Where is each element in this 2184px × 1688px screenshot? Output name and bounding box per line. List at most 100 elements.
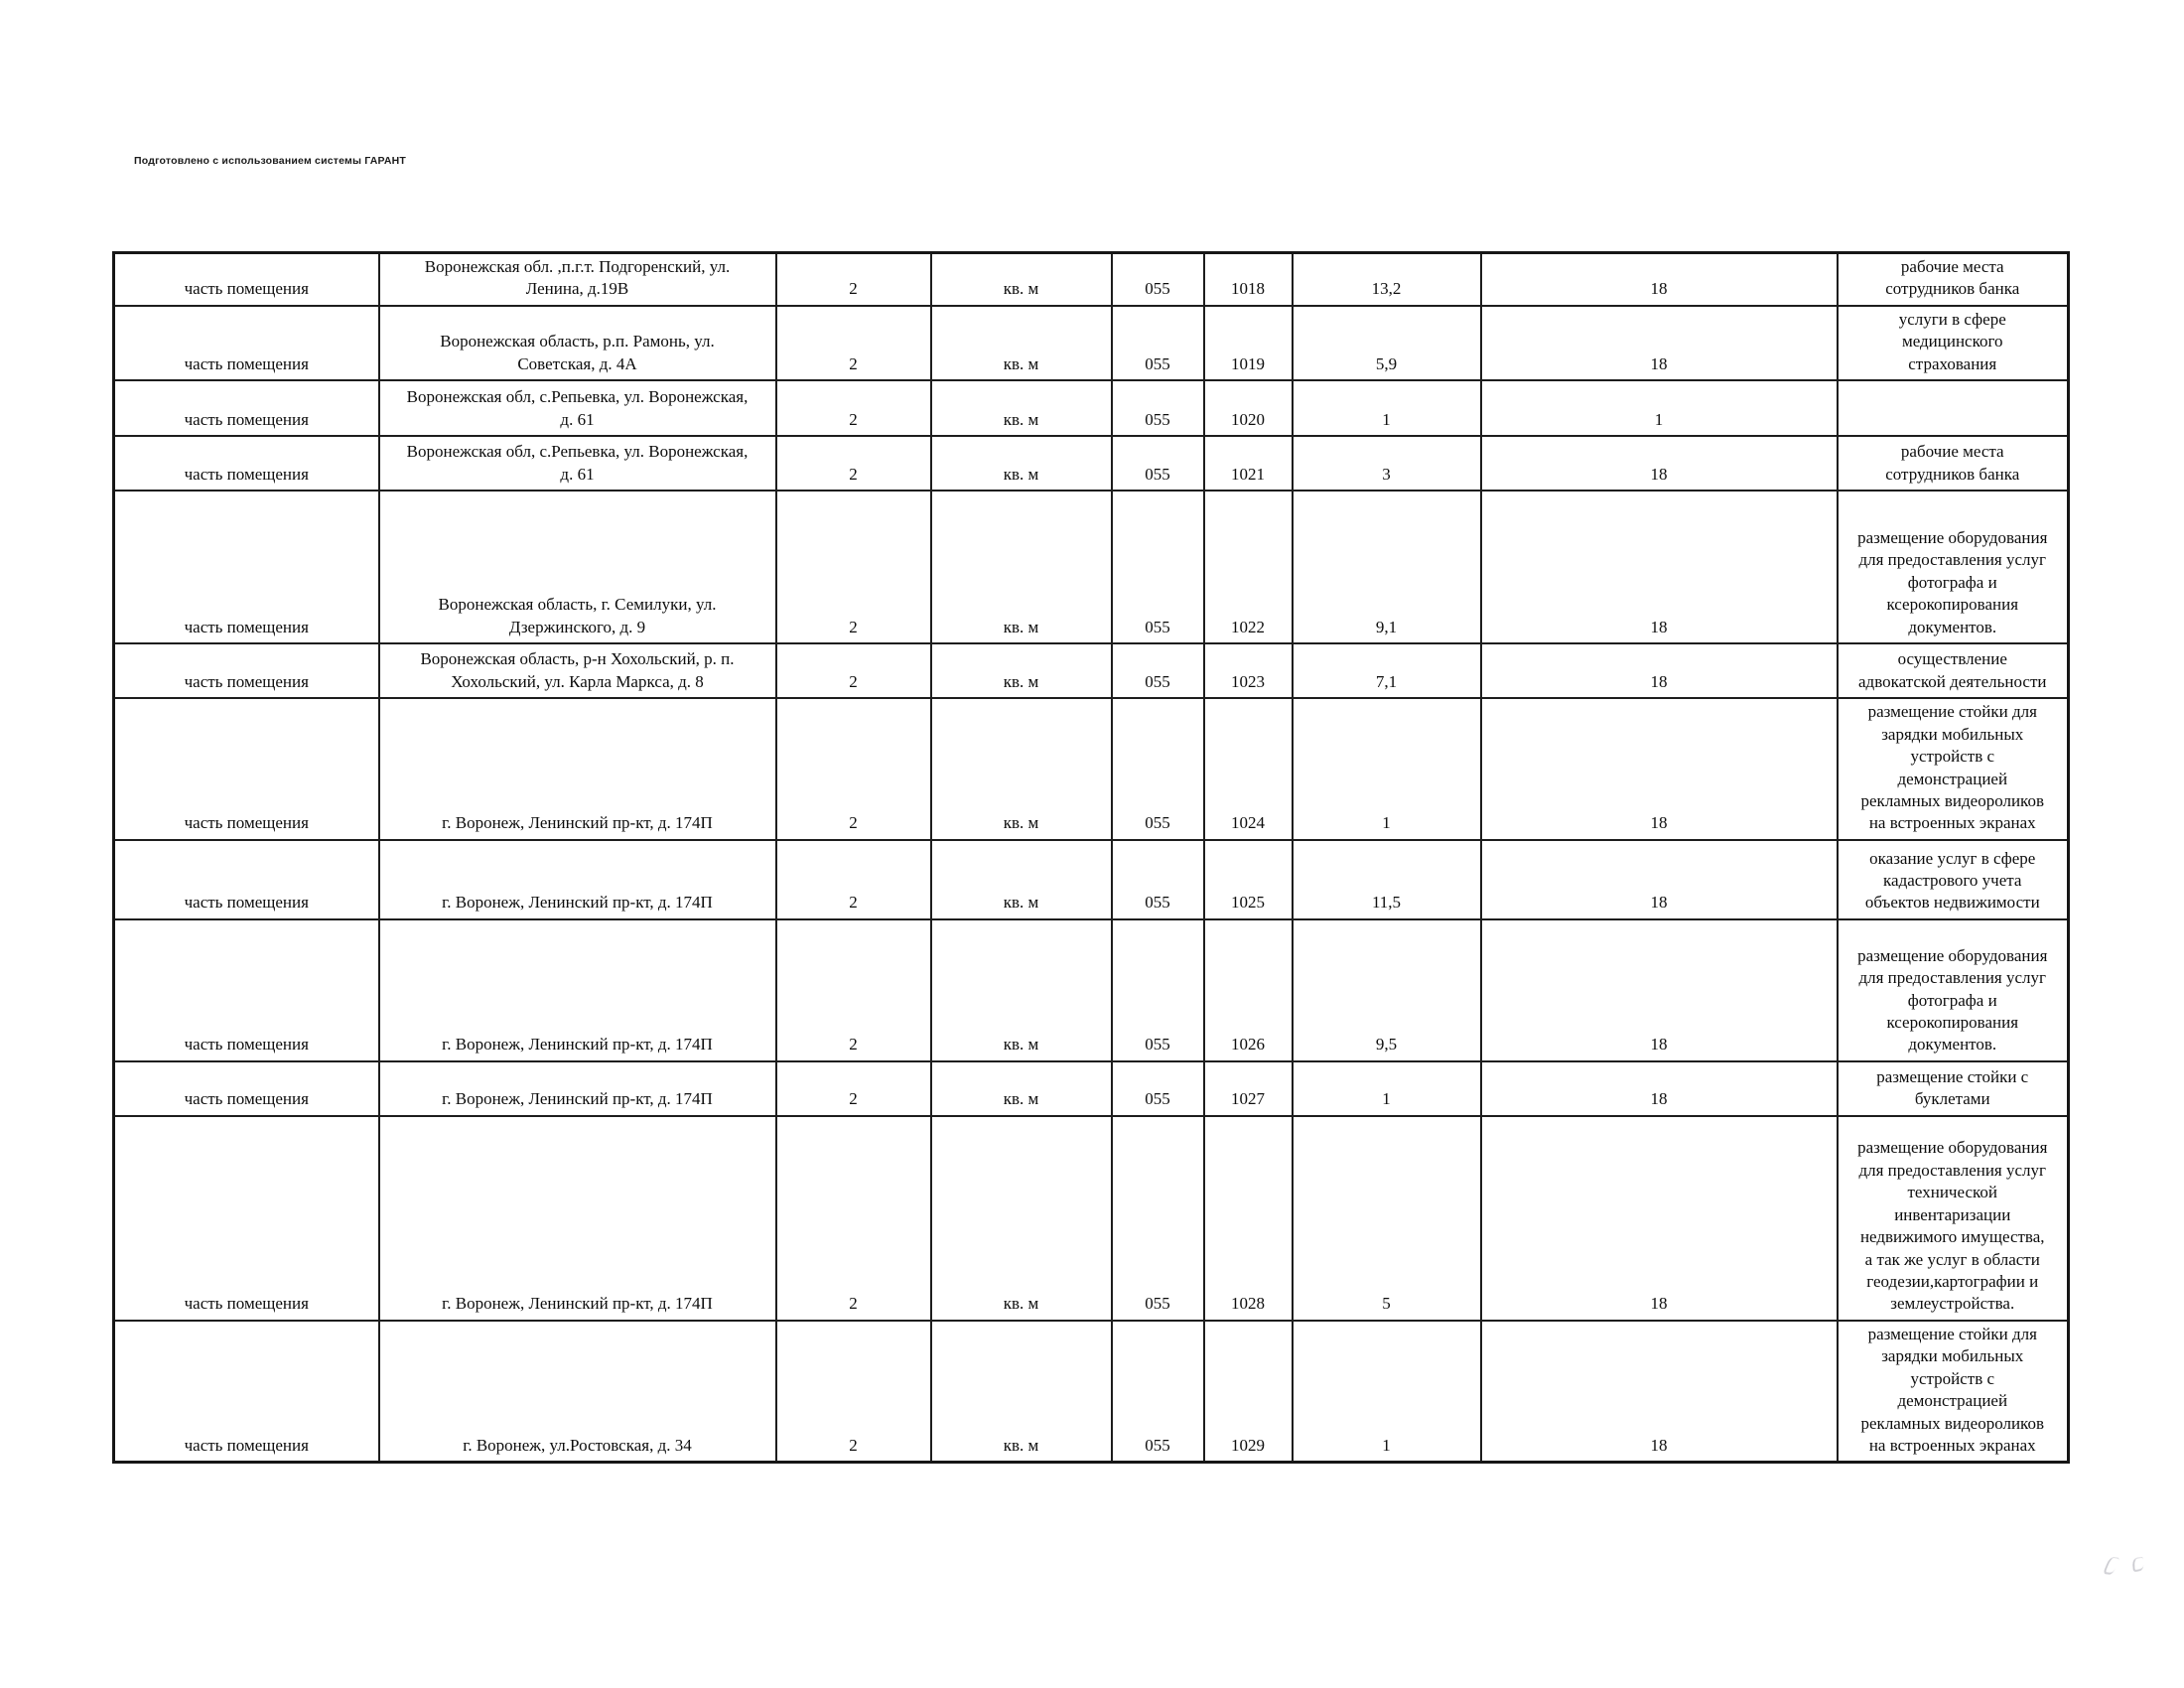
- cell-code: 055: [1110, 1059, 1205, 1117]
- table-row: часть помещения г. Воронеж, Ленинский пр-…: [112, 1114, 2070, 1322]
- cell-area: 7,1: [1291, 642, 1482, 700]
- table-row: часть помещения Воронежская область, р.п.…: [112, 304, 2070, 382]
- cell-object-type: часть помещения: [112, 1114, 380, 1322]
- cell-id: 1025: [1202, 838, 1294, 920]
- scan-artifact: [2103, 1552, 2163, 1592]
- cell-term: 18: [1479, 697, 1839, 841]
- premises-table: часть помещения Воронежская обл. ,п.г.т. …: [112, 251, 2070, 1465]
- cell-address: г. Воронеж, ул.Ростовская, д. 34: [377, 1319, 777, 1464]
- cell-address: Воронежская область, р-н Хохольский, р. …: [377, 642, 777, 700]
- table-row: часть помещения г. Воронеж, Ленинский пр-…: [112, 1059, 2070, 1117]
- cell-unit: кв. м: [929, 642, 1113, 700]
- cell-area: 5,9: [1291, 304, 1482, 382]
- cell-purpose: рабочие места сотрудников банка: [1836, 251, 2070, 307]
- cell-term: 18: [1479, 1319, 1839, 1464]
- cell-term: 18: [1479, 838, 1839, 920]
- cell-count: 2: [774, 697, 932, 841]
- cell-term: 18: [1479, 642, 1839, 700]
- cell-unit: кв. м: [929, 304, 1113, 382]
- cell-purpose: рабочие места сотрудников банка: [1836, 435, 2070, 492]
- cell-object-type: часть помещения: [112, 251, 380, 307]
- cell-term: 18: [1479, 251, 1839, 307]
- table-row: часть помещения Воронежская обл. ,п.г.т. …: [112, 251, 2070, 307]
- cell-unit: кв. м: [929, 490, 1113, 645]
- cell-object-type: часть помещения: [112, 838, 380, 920]
- cell-term: 18: [1479, 435, 1839, 492]
- cell-object-type: часть помещения: [112, 1059, 380, 1117]
- cell-object-type: часть помещения: [112, 697, 380, 841]
- cell-count: 2: [774, 304, 932, 382]
- cell-address: г. Воронеж, Ленинский пр-кт, д. 174П: [377, 697, 777, 841]
- cell-unit: кв. м: [929, 838, 1113, 920]
- table-row: часть помещения г. Воронеж, Ленинский пр-…: [112, 917, 2070, 1062]
- cell-area: 1: [1291, 697, 1482, 841]
- cell-address: Воронежская обл, с.Репьевка, ул. Воронеж…: [377, 379, 777, 438]
- table-row: часть помещения Воронежская область, р-н …: [112, 642, 2070, 700]
- cell-count: 2: [774, 435, 932, 492]
- cell-object-type: часть помещения: [112, 304, 380, 382]
- cell-code: 055: [1110, 1319, 1205, 1464]
- cell-address: Воронежская обл, с.Репьевка, ул. Воронеж…: [377, 435, 777, 492]
- cell-object-type: часть помещения: [112, 642, 380, 700]
- cell-count: 2: [774, 251, 932, 307]
- cell-object-type: часть помещения: [112, 1319, 380, 1464]
- cell-code: 055: [1110, 917, 1205, 1062]
- cell-code: 055: [1110, 1114, 1205, 1322]
- cell-id: 1024: [1202, 697, 1294, 841]
- cell-count: 2: [774, 917, 932, 1062]
- cell-address: г. Воронеж, Ленинский пр-кт, д. 174П: [377, 838, 777, 920]
- cell-unit: кв. м: [929, 1114, 1113, 1322]
- cell-count: 2: [774, 1114, 932, 1322]
- cell-unit: кв. м: [929, 1059, 1113, 1117]
- cell-area: 11,5: [1291, 838, 1482, 920]
- cell-purpose: [1836, 379, 2070, 438]
- cell-count: 2: [774, 490, 932, 645]
- table-row: часть помещения Воронежская обл, с.Репьев…: [112, 435, 2070, 492]
- cell-code: 055: [1110, 251, 1205, 307]
- cell-term: 1: [1479, 379, 1839, 438]
- cell-purpose: размещение оборудования для предоставлен…: [1836, 917, 2070, 1062]
- cell-area: 1: [1291, 1059, 1482, 1117]
- cell-object-type: часть помещения: [112, 379, 380, 438]
- cell-count: 2: [774, 379, 932, 438]
- scan-smudge: [2132, 1556, 2144, 1573]
- cell-purpose: размещение оборудования для предоставлен…: [1836, 490, 2070, 645]
- cell-id: 1026: [1202, 917, 1294, 1062]
- cell-code: 055: [1110, 304, 1205, 382]
- cell-purpose: размещение стойки для зарядки мобильных …: [1836, 1319, 2070, 1464]
- cell-unit: кв. м: [929, 251, 1113, 307]
- cell-count: 2: [774, 1059, 932, 1117]
- cell-id: 1027: [1202, 1059, 1294, 1117]
- table-row: часть помещения Воронежская обл, с.Репьев…: [112, 379, 2070, 438]
- cell-id: 1023: [1202, 642, 1294, 700]
- cell-object-type: часть помещения: [112, 490, 380, 645]
- table-row: часть помещения г. Воронеж, Ленинский пр-…: [112, 838, 2070, 920]
- cell-object-type: часть помещения: [112, 435, 380, 492]
- cell-address: г. Воронеж, Ленинский пр-кт, д. 174П: [377, 917, 777, 1062]
- cell-purpose: оказание услуг в сфере кадастрового учет…: [1836, 838, 2070, 920]
- table-body: часть помещения Воронежская обл. ,п.г.т. …: [112, 251, 2070, 1464]
- cell-unit: кв. м: [929, 435, 1113, 492]
- cell-code: 055: [1110, 838, 1205, 920]
- cell-area: 3: [1291, 435, 1482, 492]
- cell-purpose: размещение оборудования для предоставлен…: [1836, 1114, 2070, 1322]
- cell-purpose: осуществление адвокатской деятельности: [1836, 642, 2070, 700]
- cell-area: 13,2: [1291, 251, 1482, 307]
- cell-unit: кв. м: [929, 1319, 1113, 1464]
- cell-count: 2: [774, 642, 932, 700]
- cell-code: 055: [1110, 435, 1205, 492]
- cell-purpose: размещение стойки с буклетами: [1836, 1059, 2070, 1117]
- cell-area: 9,5: [1291, 917, 1482, 1062]
- cell-id: 1020: [1202, 379, 1294, 438]
- table-row: часть помещения г. Воронеж, ул.Ростовская…: [112, 1319, 2070, 1464]
- cell-purpose: размещение стойки для зарядки мобильных …: [1836, 697, 2070, 841]
- cell-code: 055: [1110, 642, 1205, 700]
- cell-address: г. Воронеж, Ленинский пр-кт, д. 174П: [377, 1114, 777, 1322]
- table-row: часть помещения Воронежская область, г. С…: [112, 490, 2070, 645]
- cell-object-type: часть помещения: [112, 917, 380, 1062]
- cell-term: 18: [1479, 490, 1839, 645]
- cell-term: 18: [1479, 1059, 1839, 1117]
- cell-count: 2: [774, 838, 932, 920]
- cell-term: 18: [1479, 917, 1839, 1062]
